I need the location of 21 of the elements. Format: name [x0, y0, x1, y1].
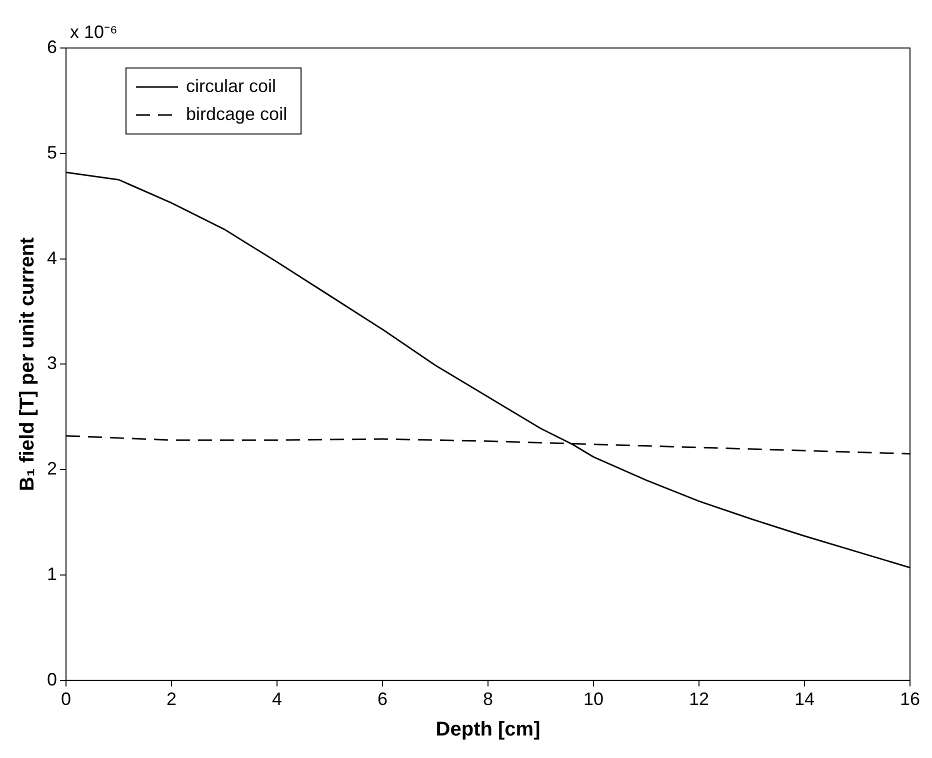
- y-tick-label: 4: [46, 248, 58, 268]
- y-axis-title: B₁ field [T] per unit current: [16, 236, 39, 492]
- text: x 10⁻⁶: [70, 22, 118, 42]
- x-tick-label: 0: [61, 689, 72, 710]
- x-tick-label: 10: [583, 689, 604, 710]
- x-tick-label: 2: [166, 689, 177, 710]
- x-tick-label: 6: [378, 689, 388, 710]
- y-tick-label: 2: [46, 458, 58, 479]
- x-axis-title: Depth [cm]: [436, 718, 540, 741]
- y-tick-label: 0: [46, 669, 58, 690]
- y-tick-label: 5: [46, 142, 58, 162]
- x-tick-label: 8: [483, 689, 494, 710]
- y-tick-label: 1: [46, 564, 58, 584]
- x-tick-label: 14: [794, 689, 815, 710]
- x-tick-label: 12: [688, 689, 710, 710]
- x-tick-label: 16: [900, 689, 920, 710]
- y-tick-label: 3: [46, 353, 58, 374]
- x-tick-label: 4: [272, 689, 282, 710]
- legend-label: birdcage coil: [186, 104, 288, 124]
- legend-label: circular coil: [186, 76, 276, 96]
- y-tick-label: 6: [46, 36, 58, 57]
